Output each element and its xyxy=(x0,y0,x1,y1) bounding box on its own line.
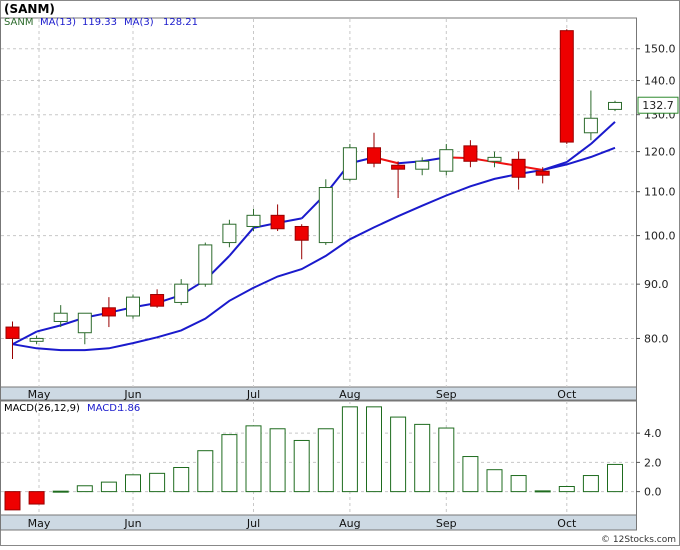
chart-title: (SANM) xyxy=(4,2,55,16)
macd-bar xyxy=(341,406,358,493)
month-label: May xyxy=(28,388,51,401)
candle-body xyxy=(391,164,406,170)
macd-bar xyxy=(76,485,93,493)
macd-bar xyxy=(438,427,455,493)
macd-bar xyxy=(197,450,214,493)
ticker-label: SANM xyxy=(4,17,33,28)
candle-body xyxy=(222,223,237,244)
month-label: Oct xyxy=(557,517,577,530)
macd-bar xyxy=(366,406,382,493)
price-tick-label: 140.0 xyxy=(644,75,676,88)
month-label: Sep xyxy=(436,388,457,401)
macd-bar xyxy=(607,463,623,493)
ma13-value: 119.33 xyxy=(82,17,117,28)
price-tick-label: 120.0 xyxy=(644,146,676,159)
price-tick-label: 90.0 xyxy=(644,278,669,291)
ma3-segment xyxy=(228,227,255,257)
candle-body xyxy=(511,158,526,178)
candle-body xyxy=(53,312,68,322)
candle-body xyxy=(174,283,189,303)
macd-bar xyxy=(558,486,575,493)
candle-body xyxy=(583,117,598,134)
macd-bar xyxy=(414,423,431,493)
ma3-label: MA(3) xyxy=(124,17,154,28)
macd-bar xyxy=(4,491,21,511)
ma13-label: MA(13) xyxy=(40,17,76,28)
price-month-band xyxy=(0,386,637,401)
macd-bar xyxy=(534,490,551,493)
candle-body xyxy=(608,101,622,110)
ma3-segment xyxy=(566,143,592,163)
price-tick-label: 100.0 xyxy=(644,230,676,243)
month-label: Oct xyxy=(557,388,577,401)
macd-bar xyxy=(462,456,479,493)
candle-body xyxy=(487,156,502,162)
macd-bar xyxy=(149,472,166,493)
candle-body xyxy=(5,326,20,339)
last-price-label: 132.7 xyxy=(642,99,674,112)
candle-body xyxy=(198,244,213,285)
ma3-segment xyxy=(542,161,568,171)
candle-body xyxy=(342,147,357,180)
credit-text: © 12Stocks.com xyxy=(601,535,676,545)
price-tick-label: 150.0 xyxy=(644,43,676,56)
candle-body xyxy=(367,147,381,164)
ma3-segment xyxy=(12,330,38,346)
candle-body xyxy=(559,30,574,143)
ma3-segment xyxy=(590,121,616,145)
month-label: Jul xyxy=(246,517,260,530)
macd-tick-label: 4.0 xyxy=(644,427,662,440)
candle-body xyxy=(439,149,454,172)
month-label: Aug xyxy=(339,517,360,530)
macd-bar xyxy=(173,467,190,493)
candle-body xyxy=(270,214,285,230)
month-label: Jul xyxy=(246,388,260,401)
candle-body xyxy=(463,145,478,162)
macd-value: 1.86 xyxy=(118,403,140,414)
month-label: May xyxy=(28,517,51,530)
candle-body xyxy=(126,296,140,317)
macd-bar xyxy=(221,434,238,493)
macd-bar xyxy=(125,474,141,493)
price-tick-label: 80.0 xyxy=(644,332,669,345)
macd-bar xyxy=(269,428,286,493)
month-label: Aug xyxy=(339,388,360,401)
candle-body xyxy=(318,187,333,244)
macd-bar xyxy=(293,439,310,493)
ma3-segment xyxy=(36,324,61,333)
macd-bar xyxy=(245,425,262,493)
macd-bar xyxy=(52,490,69,493)
macd-bar xyxy=(390,416,407,493)
candle-body xyxy=(535,170,550,176)
candle-body xyxy=(150,294,165,307)
macd-value-label: MACD: xyxy=(87,403,120,414)
candle-body xyxy=(77,312,92,334)
macd-bar xyxy=(100,481,117,493)
ma3-value: 128.21 xyxy=(163,17,198,28)
month-label: Sep xyxy=(436,517,457,530)
macd-bar xyxy=(510,475,527,493)
macd-tick-label: 0.0 xyxy=(644,486,662,499)
macd-bar xyxy=(486,469,503,493)
macd-tick-label: 2.0 xyxy=(644,456,662,469)
candle-body xyxy=(101,307,116,317)
macd-label: MACD(26,12,9) xyxy=(4,403,80,414)
macd-bar xyxy=(582,475,599,493)
last-price-box xyxy=(637,96,679,114)
month-label: Jun xyxy=(123,517,141,530)
candle-body xyxy=(246,214,261,227)
candle-body xyxy=(29,337,44,342)
month-label: Jun xyxy=(123,388,141,401)
candle-body xyxy=(415,160,430,170)
macd-bar xyxy=(28,491,45,505)
macd-bar xyxy=(317,428,334,493)
candle-body xyxy=(294,225,309,241)
macd-month-band xyxy=(0,514,637,531)
price-tick-label: 110.0 xyxy=(644,186,676,199)
